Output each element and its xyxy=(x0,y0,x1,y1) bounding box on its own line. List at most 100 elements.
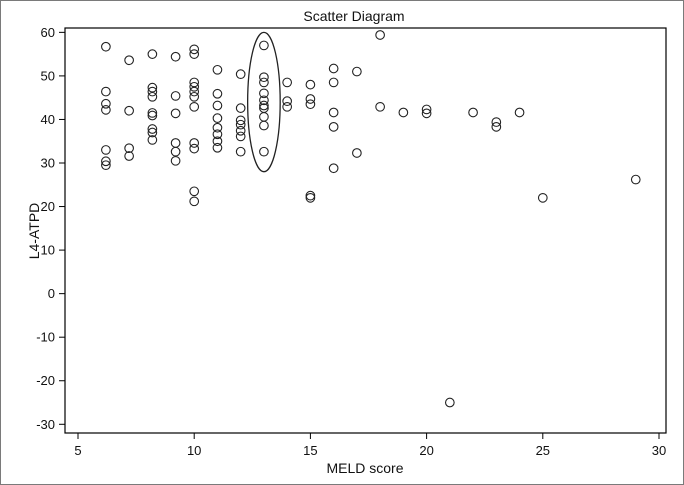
data-point xyxy=(235,115,246,126)
data-point xyxy=(305,79,316,90)
data-point xyxy=(189,138,200,148)
data-point xyxy=(305,99,316,110)
data-point xyxy=(259,100,269,111)
data-point xyxy=(259,88,269,99)
data-point xyxy=(101,145,111,155)
y-tick-label: 40 xyxy=(41,112,55,127)
data-point xyxy=(170,91,181,101)
data-point xyxy=(189,49,200,59)
y-tick-label: -10 xyxy=(36,330,55,345)
data-point xyxy=(235,131,246,142)
y-tick-label: -30 xyxy=(36,417,55,432)
plot-border xyxy=(64,27,667,434)
data-point xyxy=(170,51,181,62)
data-point xyxy=(630,174,641,185)
data-point xyxy=(189,186,200,197)
data-point xyxy=(328,163,339,174)
data-point xyxy=(189,101,200,112)
data-point xyxy=(328,63,339,74)
data-point xyxy=(124,143,134,154)
data-points xyxy=(101,30,641,408)
data-point xyxy=(147,91,158,102)
data-point xyxy=(235,119,246,130)
data-point xyxy=(259,95,269,106)
data-point xyxy=(124,105,134,116)
data-point xyxy=(212,88,223,99)
data-point xyxy=(212,113,223,123)
data-point xyxy=(147,108,158,118)
data-point xyxy=(101,105,111,115)
data-point xyxy=(147,49,158,59)
y-tick-label: 0 xyxy=(48,286,55,301)
data-point xyxy=(328,77,339,88)
y-axis: -30 -20 -10 0 10 20 30 40 50 60 xyxy=(36,25,65,432)
data-point xyxy=(235,69,246,80)
data-point xyxy=(537,192,548,203)
data-point xyxy=(235,146,246,157)
data-point xyxy=(282,101,293,112)
data-point xyxy=(328,107,339,118)
data-point xyxy=(212,129,223,140)
data-point xyxy=(101,41,111,52)
y-tick-label: 20 xyxy=(41,199,55,214)
data-point xyxy=(375,101,385,112)
data-point xyxy=(101,86,111,97)
data-point xyxy=(189,81,200,92)
data-point xyxy=(259,146,269,157)
y-tick-label: -20 xyxy=(36,373,55,388)
data-point xyxy=(101,160,111,171)
data-point xyxy=(421,104,432,115)
data-point xyxy=(170,108,181,119)
data-point xyxy=(305,192,316,203)
data-point xyxy=(170,155,181,166)
x-axis: 5 10 15 20 25 30 xyxy=(74,433,666,458)
data-point xyxy=(514,107,525,118)
highlight-ellipse xyxy=(247,31,281,173)
data-point xyxy=(375,30,385,40)
data-point xyxy=(352,148,362,158)
data-point xyxy=(259,40,269,51)
data-point xyxy=(282,96,293,107)
x-tick-label: 15 xyxy=(303,443,317,458)
data-point xyxy=(147,110,158,121)
data-point xyxy=(235,103,246,113)
x-tick-label: 30 xyxy=(652,443,666,458)
data-point xyxy=(124,151,134,161)
x-tick-label: 25 xyxy=(536,443,550,458)
data-point xyxy=(147,124,158,134)
data-point xyxy=(491,122,502,132)
y-tick-label: 30 xyxy=(41,156,55,171)
data-point xyxy=(101,98,111,109)
data-point xyxy=(259,77,269,88)
data-point xyxy=(282,77,293,88)
data-point xyxy=(147,86,158,97)
data-point xyxy=(491,117,502,127)
data-point xyxy=(421,108,432,119)
x-tick-label: 20 xyxy=(419,443,433,458)
data-point xyxy=(212,64,223,75)
y-axis-title: L4-ATPD xyxy=(26,203,42,260)
data-point xyxy=(101,156,111,167)
data-point xyxy=(259,72,269,83)
data-point xyxy=(328,122,339,132)
data-point xyxy=(147,127,158,138)
data-point xyxy=(212,142,223,153)
data-point xyxy=(147,135,158,145)
data-point xyxy=(189,86,200,97)
y-tick-label: 50 xyxy=(41,68,55,83)
data-point xyxy=(398,107,409,118)
data-point xyxy=(305,94,316,104)
x-tick-label: 10 xyxy=(187,443,201,458)
x-axis-title: MELD score xyxy=(326,460,403,476)
data-point xyxy=(189,91,200,102)
chart-title: Scatter Diagram xyxy=(303,8,404,24)
data-point xyxy=(259,120,269,131)
x-tick-label: 5 xyxy=(74,443,81,458)
data-point xyxy=(444,397,455,408)
data-point xyxy=(124,55,134,66)
y-tick-label: 60 xyxy=(41,25,55,40)
data-point xyxy=(235,125,246,136)
data-point xyxy=(189,143,200,154)
y-tick-label: 10 xyxy=(41,243,55,258)
